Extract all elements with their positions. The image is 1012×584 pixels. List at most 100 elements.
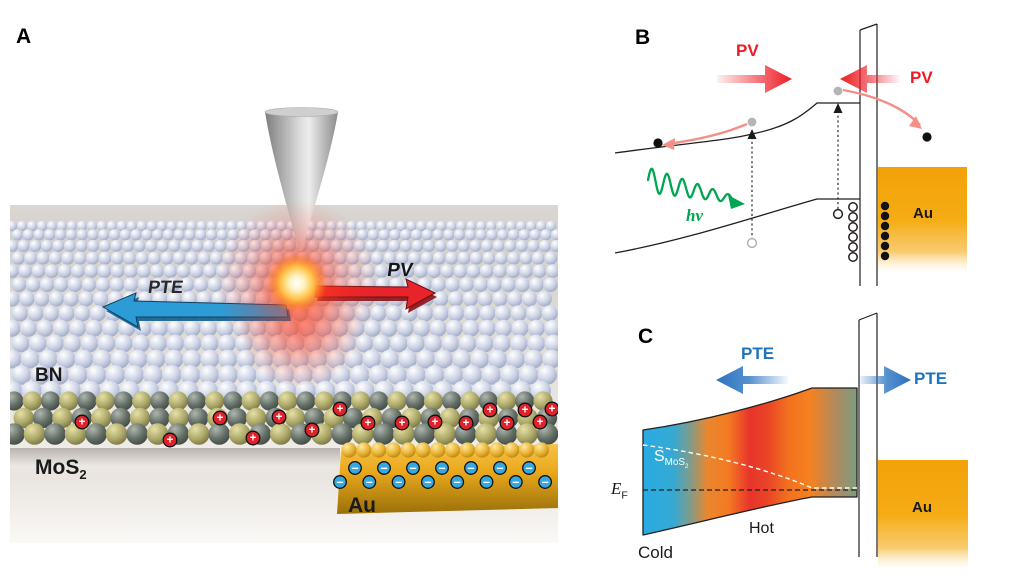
- photon-energy-text: hν: [686, 206, 703, 225]
- svg-text:−: −: [454, 476, 461, 490]
- valence-band: [614, 198, 860, 254]
- svg-text:+: +: [463, 418, 470, 430]
- hole-circle: [848, 212, 858, 222]
- svg-text:−: −: [483, 476, 490, 490]
- hot-label: Hot: [749, 520, 774, 537]
- negative-charge-badge: −: [538, 475, 553, 490]
- hole-circle: [848, 252, 858, 262]
- positive-charge-badge: +: [482, 402, 498, 418]
- panel-b-diagram: [614, 23, 967, 286]
- seebeck-label: SMoS2: [654, 448, 689, 471]
- hole-circle: [848, 232, 858, 242]
- svg-text:−: −: [395, 476, 402, 490]
- svg-text:+: +: [504, 418, 511, 430]
- heat-glow-core: [267, 253, 327, 313]
- tunnel-barrier-c: [858, 312, 878, 557]
- mos2-shadow: [10, 448, 340, 466]
- panel-c-letter: C: [638, 325, 654, 348]
- pte-label-c-left: PTE: [741, 344, 775, 363]
- svg-text:+: +: [276, 412, 283, 424]
- pv-arrow-right: [840, 65, 899, 93]
- negative-charge-badge: −: [464, 461, 478, 476]
- afm-tip-top: [264, 107, 339, 117]
- svg-text:+: +: [399, 418, 406, 430]
- svg-text:+: +: [537, 417, 544, 429]
- svg-text:−: −: [424, 476, 431, 490]
- au-top-atoms: [341, 442, 550, 458]
- au-electrode-b: [878, 167, 967, 273]
- negative-charge-badge: −: [377, 461, 391, 476]
- bn-label: BN: [35, 365, 63, 386]
- hole-circle: [746, 237, 758, 249]
- electron-drift-arrow-left: [653, 122, 748, 150]
- svg-text:−: −: [351, 462, 358, 476]
- fermi-label-main: E: [611, 479, 622, 498]
- svg-text:−: −: [366, 476, 373, 490]
- hole-circle: [848, 202, 858, 212]
- accumulated-electrons: [880, 201, 890, 261]
- negative-charge-badge: −: [435, 461, 449, 476]
- svg-text:+: +: [487, 405, 494, 417]
- excited-electron-dot: [747, 117, 757, 127]
- electron-dot: [922, 132, 932, 142]
- svg-text:−: −: [525, 462, 532, 476]
- pv-arrow-left: [717, 65, 792, 93]
- positive-charge-badge: +: [271, 409, 287, 425]
- negative-charge-badge: −: [362, 475, 377, 490]
- svg-text:−: −: [336, 476, 343, 490]
- pv-label-a: PV: [385, 260, 415, 281]
- seebeck-label-subsub: 2: [685, 463, 689, 471]
- accumulated-holes: [848, 202, 858, 262]
- au-label-c: Au: [912, 499, 932, 516]
- positive-charge-badge: +: [212, 410, 228, 426]
- panel-a-letter: A: [16, 25, 32, 48]
- photon-wave: [646, 167, 734, 203]
- svg-text:−: −: [512, 476, 519, 490]
- svg-text:+: +: [217, 413, 224, 425]
- positive-charge-badge: +: [427, 414, 443, 430]
- negative-charge-badge: −: [348, 461, 362, 476]
- fermi-label-sub: F: [621, 489, 628, 502]
- pte-arrow-right: [858, 366, 911, 394]
- svg-text:+: +: [79, 417, 86, 429]
- pte-arrow-left: [716, 366, 788, 394]
- electron-transfer-arrow-right: [842, 88, 932, 142]
- seebeck-label-sub: MoS: [664, 457, 686, 469]
- pv-label-b-left: PV: [736, 41, 759, 60]
- panel-b-letter: B: [635, 26, 651, 49]
- electron-dot: [880, 241, 890, 251]
- positive-charge-badge: +: [458, 415, 474, 431]
- fermi-level-label: EF: [611, 479, 628, 501]
- electron-dot: [880, 251, 890, 261]
- negative-charge-badge: −: [508, 475, 523, 490]
- electron-dot: [880, 211, 890, 221]
- photon-energy-label: hν: [686, 207, 703, 224]
- positive-charge-badge: +: [394, 415, 410, 431]
- au-electrode-c: [878, 460, 968, 570]
- svg-text:+: +: [549, 404, 556, 416]
- svg-text:+: +: [309, 425, 316, 437]
- pte-label-a: PTE: [146, 277, 185, 297]
- seebeck-dashed-line: [642, 444, 857, 489]
- svg-text:−: −: [496, 462, 503, 476]
- band-temperature-gradient: [642, 387, 858, 536]
- mos2-label-main: MoS: [35, 456, 80, 479]
- svg-text:−: −: [541, 476, 548, 490]
- positive-charge-badge: +: [499, 415, 515, 431]
- photoexcitation-arrow-2: [832, 86, 844, 220]
- band-edges: [614, 102, 860, 254]
- mos2-label: MoS2: [35, 456, 87, 481]
- pv-label-b-right: PV: [910, 68, 933, 87]
- positive-charge-badge: +: [332, 401, 348, 417]
- svg-text:−: −: [467, 462, 474, 476]
- hole-circle: [832, 208, 844, 220]
- hole-circle: [848, 242, 858, 252]
- mos2-label-sub: 2: [79, 467, 87, 483]
- tunnel-barrier-b: [859, 23, 878, 286]
- seebeck-label-main: S: [654, 448, 665, 465]
- negative-charge-badge: −: [493, 461, 507, 476]
- positive-charge-badge: +: [245, 430, 261, 446]
- cold-label: Cold: [638, 543, 673, 562]
- svg-text:+: +: [432, 417, 439, 429]
